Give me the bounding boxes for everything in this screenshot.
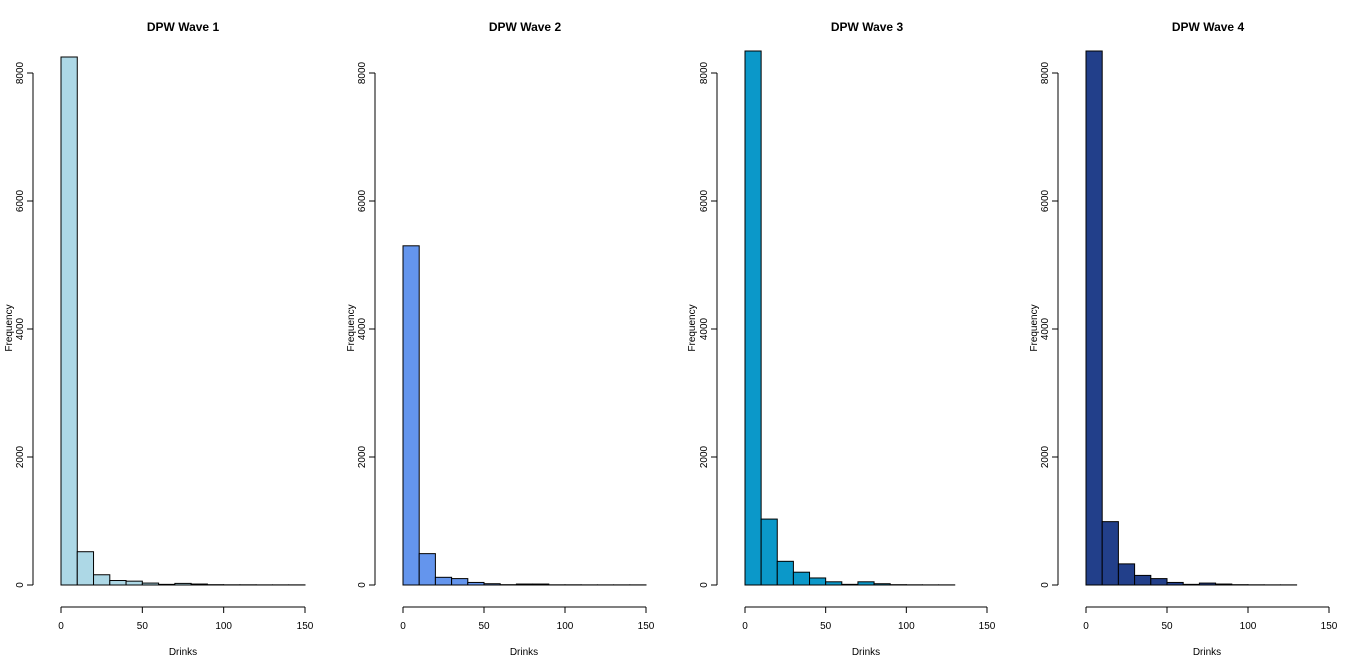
histogram-bar [158, 583, 176, 586]
y-tick-label: 8000 [699, 61, 710, 84]
y-tick-label: 8000 [357, 61, 368, 84]
histogram-bar [857, 581, 875, 586]
panel-wave-3: DPW Wave 3 Frequency Drinks 0 2000 4000 600… [687, 20, 996, 658]
x-tick-label: 150 [1321, 621, 1338, 632]
x-tick-label: 0 [58, 621, 64, 632]
histogram-bar [792, 571, 811, 586]
axes: 0 2000 4000 6000 8000 0 50 100 150 [1040, 61, 1338, 632]
x-tick-label: 0 [1083, 621, 1089, 632]
panel-title: DPW Wave 1 [147, 20, 220, 34]
x-tick-label: 0 [400, 621, 406, 632]
bars [744, 50, 956, 586]
histogram-bar [1166, 581, 1184, 586]
x-axis-label: Drinks [510, 647, 538, 658]
y-tick-label: 0 [15, 582, 26, 588]
histogram-bar [841, 583, 859, 586]
x-tick-label: 50 [137, 621, 149, 632]
histogram-bar [76, 551, 95, 586]
y-tick-label: 6000 [357, 189, 368, 212]
x-tick-label: 150 [638, 621, 655, 632]
y-tick-label: 2000 [15, 445, 26, 468]
y-tick-label: 6000 [1040, 189, 1051, 212]
x-tick-label: 100 [898, 621, 915, 632]
histogram-bar [467, 581, 485, 586]
histogram-bar [174, 582, 192, 586]
histogram-bar [434, 576, 453, 586]
y-tick-label: 4000 [357, 317, 368, 340]
x-tick-label: 100 [1240, 621, 1257, 632]
y-tick-label: 2000 [357, 445, 368, 468]
y-tick-label: 6000 [15, 189, 26, 212]
panel-wave-4: DPW Wave 4 Frequency Drinks 0 2000 4000 600… [1029, 20, 1338, 658]
histogram-bar [451, 578, 469, 586]
x-axis-label: Drinks [1193, 647, 1221, 658]
histogram-bar [190, 583, 208, 586]
histogram-bar [1215, 583, 1233, 586]
histogram-bar [744, 50, 762, 586]
panel-wave-2: DPW Wave 2 Frequency Drinks 0 2000 4000 600… [346, 20, 655, 658]
panel-title: DPW Wave 3 [831, 20, 904, 34]
y-tick-label: 4000 [699, 317, 710, 340]
histogram-bar [825, 581, 843, 586]
axes: 0 2000 4000 6000 8000 0 50 100 150 [357, 61, 655, 632]
panel-wave-1: DPW Wave 1 Frequency Drinks 0 2000 4000 600… [4, 20, 314, 658]
y-axis-label: Frequency [4, 304, 15, 351]
panel-title: DPW Wave 4 [1172, 20, 1245, 34]
histogram-bar [1150, 578, 1168, 586]
x-axis-label: Drinks [169, 647, 197, 658]
y-tick-label: 8000 [15, 61, 26, 84]
histogram-bar [1198, 582, 1217, 586]
y-tick-label: 0 [699, 582, 710, 588]
axes: 0 2000 4000 6000 8000 0 50 100 150 [699, 61, 996, 632]
bars [60, 56, 306, 586]
x-tick-label: 100 [215, 621, 232, 632]
y-axis-label: Frequency [687, 304, 698, 351]
histogram-bar [93, 574, 111, 586]
histogram-bar [109, 580, 127, 586]
y-tick-label: 4000 [15, 317, 26, 340]
x-tick-label: 0 [742, 621, 748, 632]
bars [402, 245, 647, 586]
y-axis-label: Frequency [1029, 304, 1040, 351]
x-tick-label: 50 [478, 621, 490, 632]
histogram-bar [776, 560, 794, 586]
x-tick-label: 150 [979, 621, 996, 632]
histogram-bar [1085, 50, 1103, 586]
axes: 0 2000 4000 6000 8000 0 50 100 150 [15, 61, 314, 632]
y-axis-label: Frequency [346, 304, 357, 351]
x-tick-label: 150 [297, 621, 314, 632]
x-tick-label: 50 [1161, 621, 1173, 632]
histogram-bar [1101, 521, 1119, 586]
x-tick-label: 100 [557, 621, 574, 632]
histogram-bar [1117, 563, 1136, 586]
histogram-bar [515, 583, 534, 586]
y-tick-label: 2000 [1040, 445, 1051, 468]
histogram-bar [760, 518, 778, 586]
histogram-bar [1182, 583, 1200, 586]
histogram-bar [418, 553, 436, 586]
y-tick-label: 8000 [1040, 61, 1051, 84]
y-tick-label: 0 [357, 582, 368, 588]
y-tick-label: 6000 [699, 189, 710, 212]
histogram-bar [532, 583, 550, 586]
x-tick-label: 50 [820, 621, 832, 632]
histogram-bar [483, 583, 501, 586]
histogram-bar [125, 580, 143, 586]
histogram-bar [873, 583, 891, 586]
y-tick-label: 0 [1040, 582, 1051, 588]
panel-title: DPW Wave 2 [489, 20, 562, 34]
y-tick-label: 4000 [1040, 317, 1051, 340]
bars [1085, 50, 1298, 586]
y-tick-label: 2000 [699, 445, 710, 468]
histogram-bar [1134, 574, 1152, 586]
histogram-bar [402, 245, 420, 586]
x-axis-label: Drinks [852, 647, 880, 658]
histogram-bar [60, 56, 78, 586]
histogram-bar [809, 577, 827, 586]
histogram-bar [141, 582, 160, 586]
